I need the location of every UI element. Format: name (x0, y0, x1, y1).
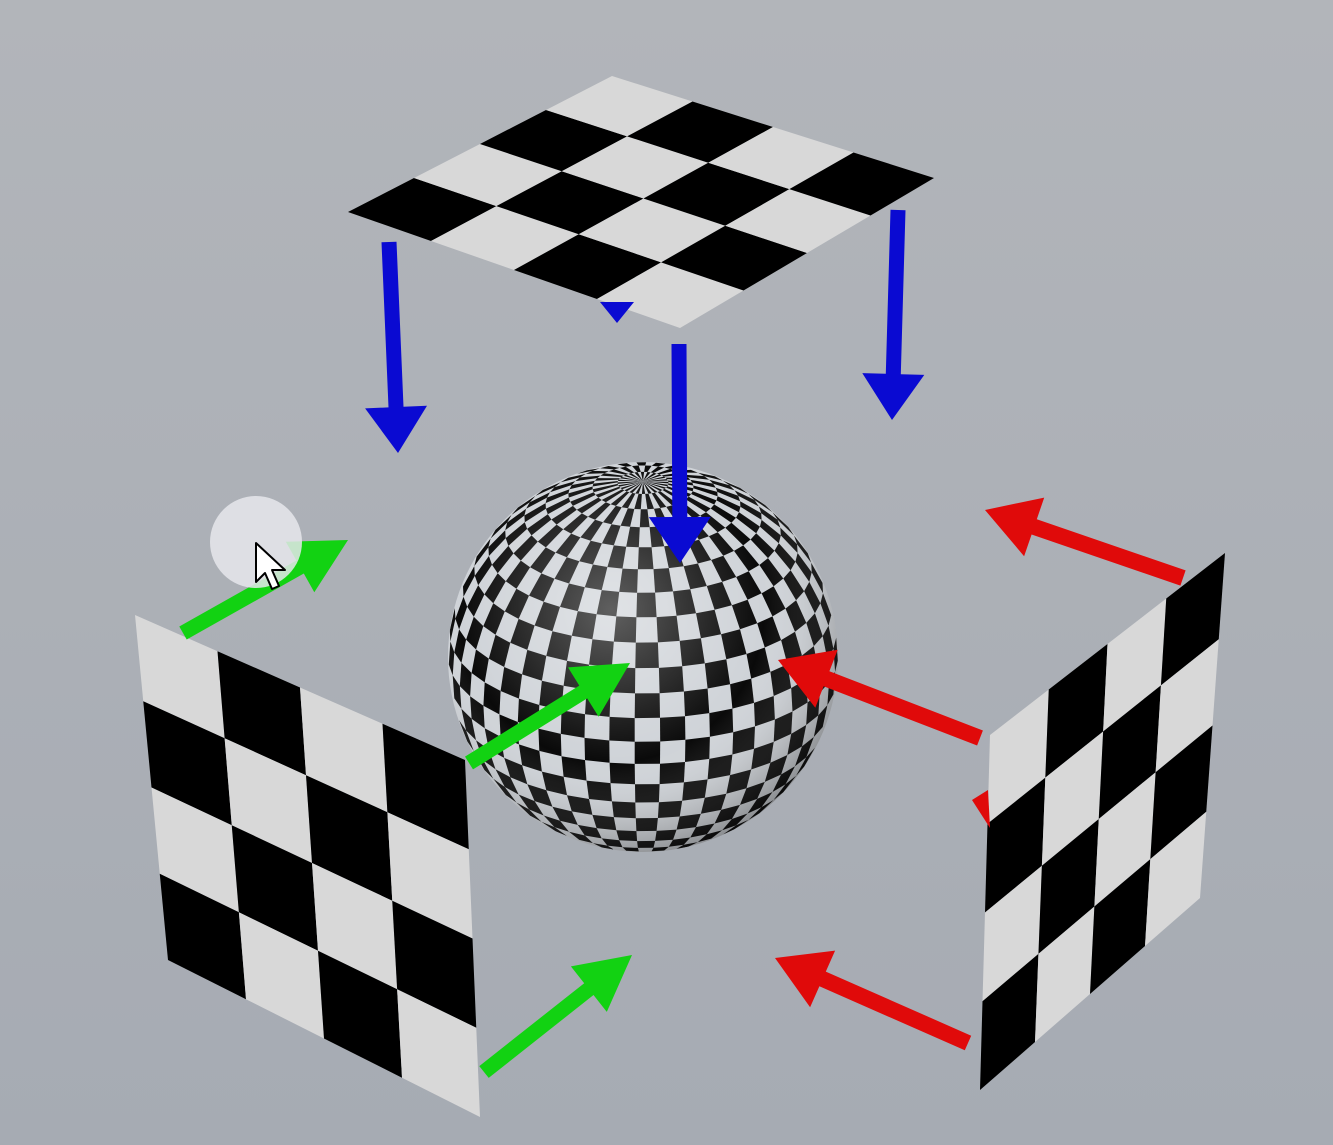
blue-arrow (862, 209, 925, 420)
left-plane-square (318, 950, 402, 1078)
top-plane-square (578, 198, 726, 263)
left-plane-square (224, 738, 312, 863)
left-checker-plane (135, 615, 480, 1117)
top-plane-square (597, 262, 744, 328)
right-plane-square (987, 689, 1049, 824)
left-plane-square (135, 615, 225, 739)
blue-arrow (648, 344, 711, 563)
top-plane-square (627, 101, 773, 163)
top-plane-square (514, 234, 662, 299)
right-plane-square (1150, 725, 1213, 860)
left-plane-square (392, 900, 477, 1028)
top-plane-square (414, 144, 562, 207)
checkered-sphere (448, 462, 838, 852)
top-plane-square (546, 76, 693, 137)
top-plane-square (661, 225, 807, 291)
top-plane-square (725, 189, 871, 253)
red-arrow (985, 497, 1186, 586)
right-plane-square (1094, 772, 1156, 907)
red-arrow-head-partial (972, 790, 990, 828)
right-plane-square (1160, 553, 1225, 686)
green-arrow (479, 955, 632, 1078)
red-arrow (775, 950, 972, 1051)
left-plane-square (159, 873, 246, 1000)
right-plane-square (1098, 685, 1161, 819)
top-plane-square (708, 127, 854, 190)
top-plane-square (496, 171, 644, 235)
green-projection-arrows (179, 540, 632, 1078)
top-checker-plane (348, 76, 934, 328)
blue-arrow-head-partial (600, 302, 634, 323)
right-plane-square (1155, 639, 1219, 773)
blue-arrow (365, 241, 427, 453)
top-plane-square (431, 206, 579, 270)
right-plane-square (985, 777, 1046, 913)
right-plane-square (1090, 859, 1151, 994)
left-plane-square (217, 651, 306, 776)
right-plane-square (1038, 819, 1099, 954)
right-plane-square (1045, 644, 1108, 778)
left-plane-square (151, 787, 239, 913)
green-arrow (179, 540, 348, 640)
green-arrow (465, 663, 630, 770)
left-plane-square (312, 863, 398, 990)
left-plane-square (397, 989, 480, 1117)
red-arrow (778, 649, 983, 746)
left-plane-square (231, 825, 318, 951)
left-plane-square (238, 912, 324, 1039)
blue-projection-arrows (365, 209, 925, 563)
left-plane-square (306, 775, 393, 901)
left-plane-square (382, 723, 469, 850)
right-plane-square (1145, 811, 1207, 946)
top-plane-square (348, 178, 497, 241)
right-plane-square (980, 953, 1039, 1090)
right-plane-square (1103, 598, 1167, 732)
top-plane-square (789, 152, 934, 216)
right-plane-square (1041, 731, 1104, 866)
red-projection-arrows (775, 497, 1186, 1051)
top-plane-square (480, 110, 628, 172)
left-plane-square (143, 701, 232, 826)
left-plane-square (387, 812, 473, 939)
right-plane-square (1035, 906, 1095, 1042)
right-checker-plane (980, 553, 1225, 1090)
top-plane-square (643, 162, 790, 226)
top-plane-square (561, 136, 709, 199)
left-plane-square (300, 687, 388, 813)
right-plane-square (982, 865, 1042, 1002)
mouse-pointer-icon (255, 542, 286, 590)
